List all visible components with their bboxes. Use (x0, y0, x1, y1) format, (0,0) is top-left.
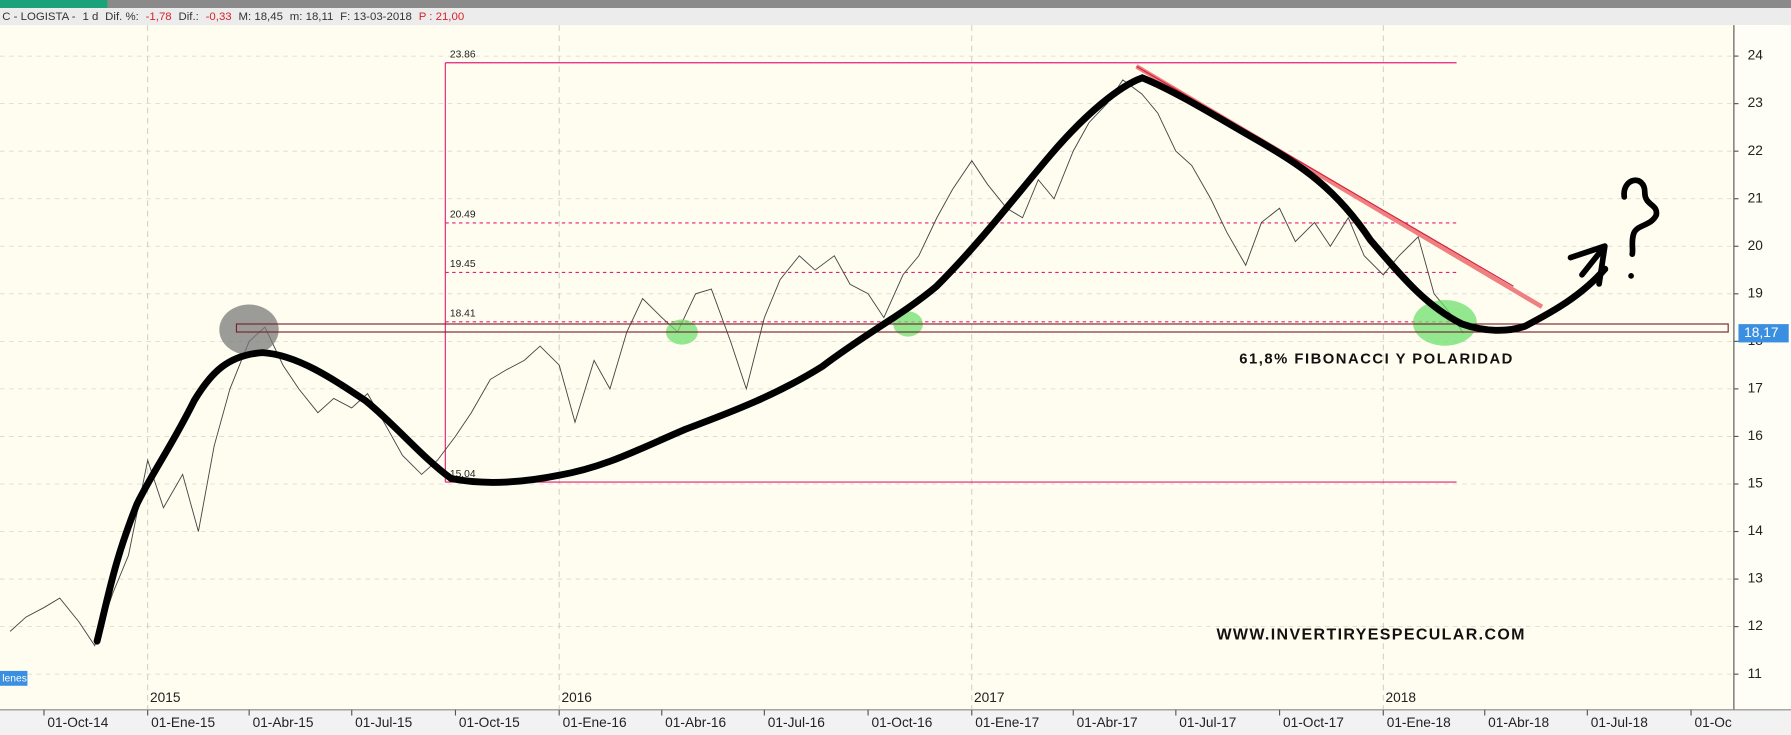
info-item: P : 21,00 (419, 11, 464, 23)
y-tick-label: 11 (1748, 666, 1762, 681)
y-tick-label: 19 (1748, 285, 1763, 300)
y-tick-label: 14 (1748, 523, 1764, 538)
y-tick-label: 17 (1748, 381, 1763, 396)
info-item: Dif. %: (105, 11, 139, 23)
fibonacci: 23.86 20.49 19.45 18.41 15.04 (444, 49, 1457, 483)
polarity-band (235, 323, 1729, 333)
info-item: C - LOGISTA - (2, 11, 76, 23)
y-tick-label: 20 (1748, 238, 1764, 253)
x-tick-label: 01-Abr-15 (253, 715, 314, 730)
info-item: -0,33 (206, 11, 232, 23)
fib-label: 18.41 (450, 309, 476, 320)
year-label: 2018 (1386, 690, 1417, 705)
y-tick-label: 16 (1748, 428, 1764, 443)
x-tick-label: 01-Jul-16 (768, 715, 825, 730)
volume-tag-box (0, 670, 28, 686)
toolbar (0, 0, 1791, 9)
x-tick-label: 01-Ene-15 (151, 715, 215, 730)
x-tick-label: 01-Abr-17 (1077, 715, 1138, 730)
question-mark (1621, 177, 1660, 258)
volume-tag: lenes (2, 674, 27, 685)
drawings (93, 64, 1729, 645)
x-axis-area (0, 709, 1791, 735)
info-item: M: 18,45 (239, 11, 283, 23)
y-tick-label: 13 (1748, 571, 1764, 586)
circle (1412, 299, 1477, 346)
x-tick-label: 01-Oct-15 (459, 715, 520, 730)
x-tick-label: 01-Jul-17 (1179, 715, 1236, 730)
arrow (1567, 243, 1608, 287)
circle (219, 304, 279, 355)
tab[interactable] (0, 0, 108, 9)
x-tick-label: 01-Oct-16 (871, 715, 932, 730)
x-tick-label: 01-Oc (1694, 715, 1731, 730)
x-tick-label: 01-Abr-18 (1488, 715, 1549, 730)
year-label: 2016 (561, 690, 592, 705)
info-text: C - LOGISTA - 1 d Dif. %: -1,78 Dif.: -0,33 M:… (2, 11, 464, 23)
y-tick-label: 23 (1748, 95, 1764, 110)
x-tick-label: 01-Oct-14 (47, 715, 108, 730)
x-tick-label: 01-Ene-17 (975, 715, 1039, 730)
info-item: 1 d (82, 11, 98, 23)
question-dot (1628, 273, 1634, 279)
year-label: 2017 (974, 690, 1004, 705)
fib-label: 20.49 (450, 210, 476, 221)
info-item: m: 18,11 (290, 11, 334, 23)
x-tick-label: 01-Jul-18 (1591, 715, 1648, 730)
annotation: 61,8% FIBONACCI Y POLARIDAD (1239, 351, 1514, 367)
annotation: WWW.INVERTIRYESPECULAR.COM (1216, 627, 1525, 644)
fib-label: 23.86 (450, 49, 476, 60)
info-item: F: 13-03-2018 (340, 11, 412, 23)
x-tick-label: 01-Oct-17 (1283, 715, 1344, 730)
last-price-box (1738, 324, 1789, 343)
info-item: Dif.: (179, 11, 199, 23)
y-axis-area (1733, 25, 1791, 710)
fib-label: 19.45 (450, 259, 476, 270)
x-tick-label: 01-Ene-18 (1387, 715, 1451, 730)
year-label: 2015 (150, 690, 181, 705)
last-price-label: 18,17 (1744, 325, 1778, 340)
x-tick-label: 01-Abr-16 (665, 715, 726, 730)
x-tick-label: 01-Ene-16 (563, 715, 627, 730)
y-tick-label: 15 (1748, 476, 1764, 491)
info-bar (0, 8, 1791, 26)
y-tick-label: 21 (1748, 190, 1763, 205)
y-tick-label: 12 (1748, 618, 1763, 633)
fib-label: 15.04 (450, 469, 476, 480)
y-tick-label: 22 (1748, 143, 1763, 158)
axes: 111213141516171819202122232401-Oct-1401-… (43, 48, 1789, 730)
info-item: -1,78 (146, 11, 172, 23)
y-tick-label: 24 (1748, 48, 1764, 63)
plot-area (0, 25, 1734, 710)
x-tick-label: 01-Jul-15 (355, 715, 412, 730)
hand-curve (93, 74, 1609, 645)
